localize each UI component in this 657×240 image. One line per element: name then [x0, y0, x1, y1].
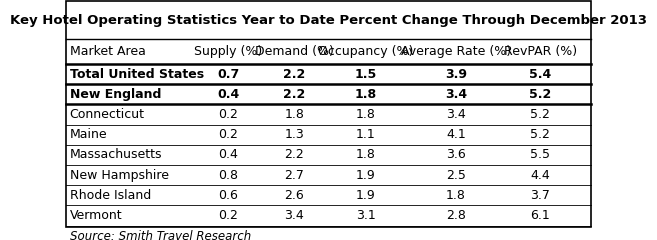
Text: Demand (%): Demand (%)	[255, 45, 334, 58]
Text: 1.3: 1.3	[284, 128, 304, 141]
Text: 1.8: 1.8	[356, 108, 376, 121]
Text: 5.5: 5.5	[530, 148, 551, 161]
Text: 0.6: 0.6	[218, 189, 238, 202]
Text: New Hampshire: New Hampshire	[70, 168, 169, 181]
Text: 2.2: 2.2	[283, 68, 306, 81]
Text: 3.4: 3.4	[445, 88, 467, 101]
Text: 2.7: 2.7	[284, 168, 304, 181]
Text: 3.6: 3.6	[446, 148, 466, 161]
Text: 2.2: 2.2	[283, 88, 306, 101]
Text: Massachusetts: Massachusetts	[70, 148, 162, 161]
Text: 2.5: 2.5	[446, 168, 466, 181]
Text: Supply (%): Supply (%)	[194, 45, 262, 58]
Text: 0.4: 0.4	[217, 88, 239, 101]
Text: 0.2: 0.2	[218, 108, 238, 121]
Text: 1.5: 1.5	[355, 68, 377, 81]
Text: 3.9: 3.9	[445, 68, 466, 81]
Text: 1.8: 1.8	[446, 189, 466, 202]
Text: RevPAR (%): RevPAR (%)	[504, 45, 577, 58]
Text: 3.1: 3.1	[356, 209, 376, 222]
Text: 5.2: 5.2	[530, 88, 552, 101]
Text: 2.6: 2.6	[284, 189, 304, 202]
Text: 1.8: 1.8	[356, 148, 376, 161]
Text: 1.9: 1.9	[356, 189, 376, 202]
Text: 5.4: 5.4	[530, 68, 552, 81]
Text: Total United States: Total United States	[70, 68, 204, 81]
Text: 1.1: 1.1	[356, 128, 376, 141]
Text: 0.7: 0.7	[217, 68, 239, 81]
Text: Connecticut: Connecticut	[70, 108, 145, 121]
Text: Maine: Maine	[70, 128, 107, 141]
Text: 0.4: 0.4	[218, 148, 238, 161]
Text: 3.4: 3.4	[446, 108, 466, 121]
Text: Key Hotel Operating Statistics Year to Date Percent Change Through December 2013: Key Hotel Operating Statistics Year to D…	[10, 14, 647, 27]
Text: 1.8: 1.8	[355, 88, 377, 101]
Text: Source: Smith Travel Research: Source: Smith Travel Research	[70, 230, 251, 240]
Text: 1.8: 1.8	[284, 108, 304, 121]
Text: Occupancy (%): Occupancy (%)	[318, 45, 413, 58]
Text: 5.2: 5.2	[530, 108, 551, 121]
Text: Market Area: Market Area	[70, 45, 146, 58]
Text: 2.2: 2.2	[284, 148, 304, 161]
Text: 0.2: 0.2	[218, 128, 238, 141]
Text: Average Rate (%): Average Rate (%)	[401, 45, 511, 58]
Text: 0.2: 0.2	[218, 209, 238, 222]
Text: 6.1: 6.1	[531, 209, 551, 222]
Text: 1.9: 1.9	[356, 168, 376, 181]
Text: 3.4: 3.4	[284, 209, 304, 222]
Text: New England: New England	[70, 88, 161, 101]
Text: 4.1: 4.1	[446, 128, 466, 141]
Text: 2.8: 2.8	[446, 209, 466, 222]
Text: Vermont: Vermont	[70, 209, 122, 222]
Text: 3.7: 3.7	[530, 189, 551, 202]
Text: 4.4: 4.4	[531, 168, 551, 181]
Text: 5.2: 5.2	[530, 128, 551, 141]
Text: 0.8: 0.8	[218, 168, 238, 181]
Text: Rhode Island: Rhode Island	[70, 189, 151, 202]
